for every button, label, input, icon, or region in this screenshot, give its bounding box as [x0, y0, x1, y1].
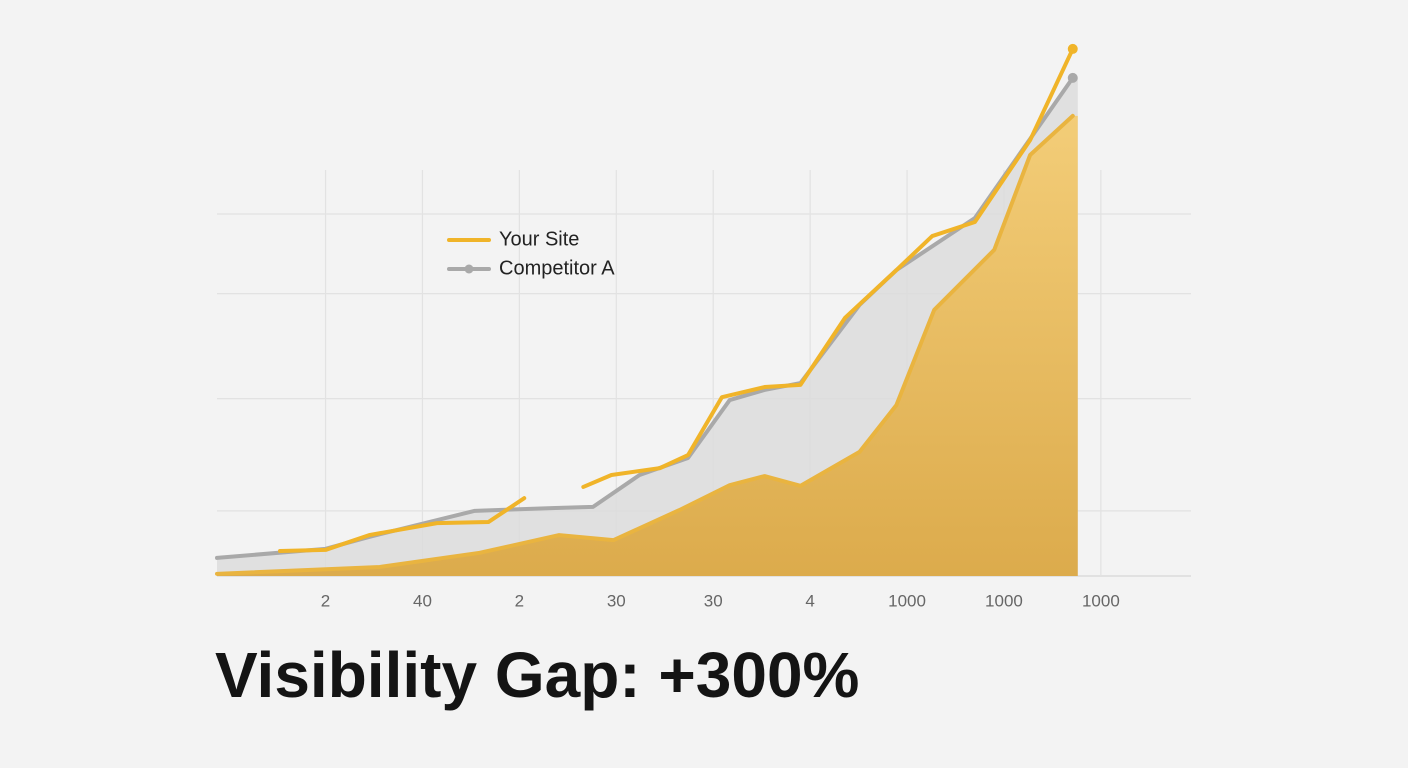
- x-tick-label: 1000: [985, 591, 1023, 610]
- series-line: [277, 46, 1075, 554]
- legend-label: Competitor A: [499, 257, 615, 279]
- legend-label: Your Site: [499, 228, 579, 250]
- x-tick-label: 4: [805, 591, 814, 610]
- x-tick-label: 1000: [888, 591, 926, 610]
- legend-marker: [464, 264, 474, 274]
- x-tick-label: 1000: [1082, 591, 1120, 610]
- x-tick-label: 30: [704, 591, 723, 610]
- series-line: [215, 113, 1075, 576]
- x-tick-label: 30: [607, 591, 626, 610]
- area: [217, 115, 1078, 576]
- chart-title: Visibility Gap: +300%: [215, 639, 859, 711]
- point: [1067, 43, 1078, 54]
- x-tick-label: 40: [413, 591, 432, 610]
- x-tick-label: 2: [515, 591, 524, 610]
- point: [1067, 72, 1078, 83]
- x-tick-label: 2: [321, 591, 330, 610]
